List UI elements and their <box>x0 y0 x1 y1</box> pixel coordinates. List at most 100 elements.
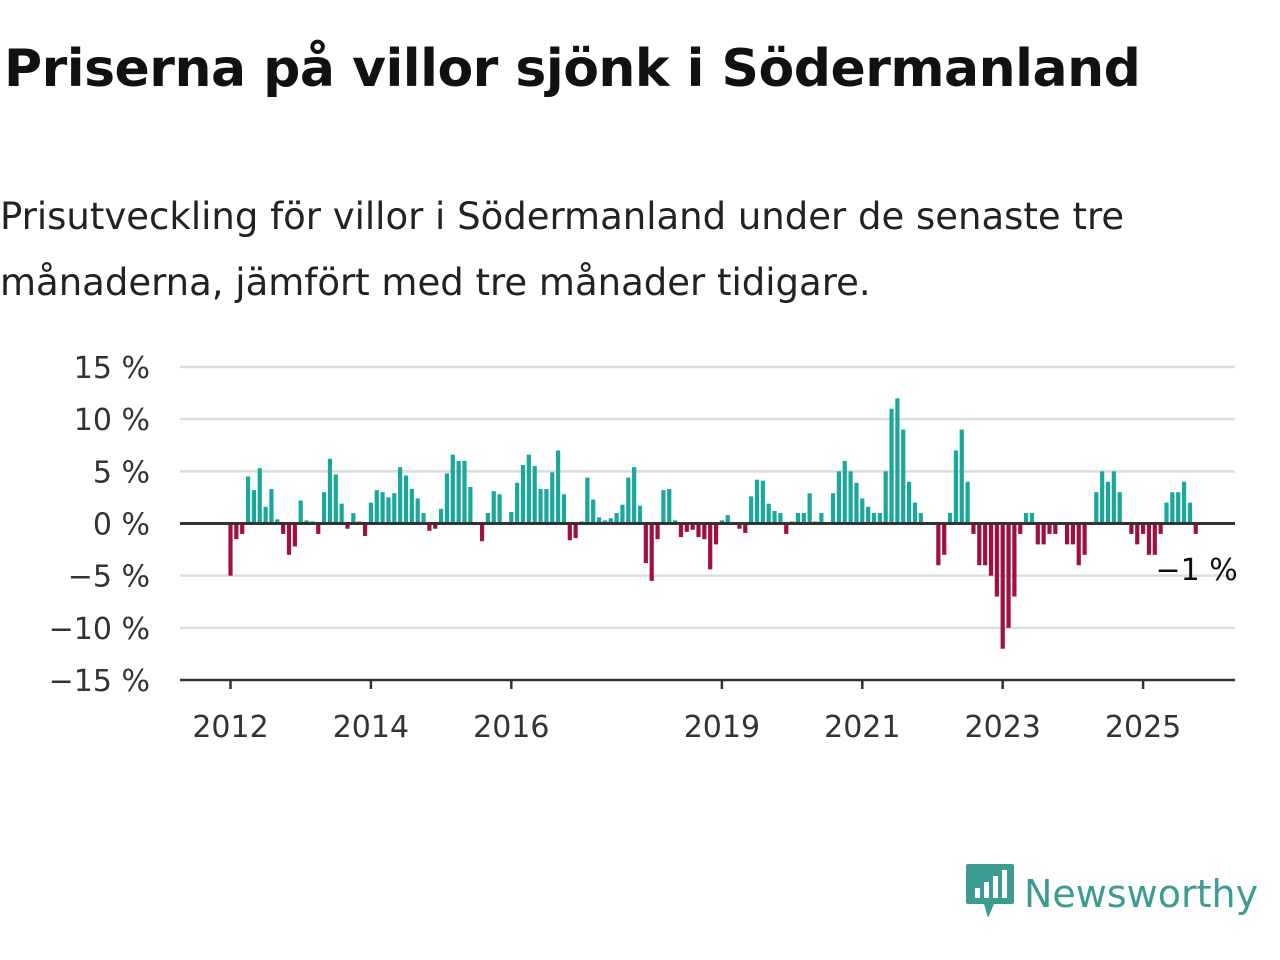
bar <box>795 513 801 524</box>
chart-subtitle: Prisutveckling för villor i Södermanland… <box>0 195 1125 304</box>
bar <box>965 481 970 524</box>
bar <box>866 506 871 524</box>
bar <box>316 523 321 534</box>
bar <box>509 512 514 524</box>
bar <box>1100 471 1105 524</box>
bar <box>772 510 777 524</box>
bar <box>497 494 502 524</box>
x-tick-label: 2012 <box>192 710 268 745</box>
bar <box>526 454 531 524</box>
bar <box>333 474 338 524</box>
bar <box>667 489 672 524</box>
bar <box>1006 523 1011 628</box>
x-tick-label: 2014 <box>333 710 409 745</box>
bar <box>1193 523 1198 534</box>
bar <box>585 477 590 524</box>
bar <box>275 519 280 524</box>
x-tick-label: 2021 <box>824 710 900 745</box>
bar <box>251 490 256 524</box>
bar <box>567 523 572 541</box>
bar <box>327 458 333 524</box>
bar <box>860 498 865 524</box>
bar <box>684 523 689 532</box>
bar <box>561 494 567 524</box>
bar <box>942 523 947 555</box>
newsworthy-brand[interactable]: Newsworthy <box>964 862 1258 926</box>
bar <box>322 492 327 524</box>
bar <box>895 398 900 524</box>
bar <box>889 408 894 524</box>
bar <box>544 489 549 524</box>
bar <box>1111 471 1116 524</box>
bar <box>725 515 730 524</box>
bar <box>386 497 391 524</box>
bar <box>702 523 707 540</box>
y-tick-label: 0 % <box>93 508 150 543</box>
bar <box>263 506 268 524</box>
grid-lines <box>180 365 1235 630</box>
y-tick-label: −5 % <box>68 560 150 595</box>
bar <box>1158 523 1163 534</box>
bar <box>269 489 274 524</box>
bar <box>1170 492 1175 524</box>
bar <box>784 523 789 534</box>
bar <box>848 471 853 524</box>
y-tick-label: −15 % <box>49 664 150 699</box>
bar <box>643 523 648 564</box>
chart-title: Priserna på villor sjönk i Södermanland <box>4 39 1141 99</box>
bar <box>754 479 760 524</box>
bar <box>977 523 982 566</box>
bar <box>1041 523 1046 545</box>
bar <box>1135 523 1140 545</box>
bar <box>1152 523 1157 555</box>
y-tick-label: −10 % <box>49 612 150 647</box>
bar <box>655 523 660 540</box>
bar <box>877 513 882 524</box>
bar <box>257 468 262 524</box>
bar <box>228 523 233 576</box>
bar <box>286 523 292 555</box>
bar <box>743 523 748 533</box>
x-axis-tick-labels: 2012 2014 2016 2019 2021 2023 2025 <box>192 710 1181 745</box>
bar <box>415 498 420 524</box>
bar <box>988 523 994 576</box>
bar <box>719 520 724 524</box>
x-tick-label: 2025 <box>1105 710 1181 745</box>
bar <box>596 517 602 524</box>
bar <box>433 523 438 529</box>
bar <box>918 513 923 524</box>
bar <box>1076 523 1081 566</box>
bar <box>1024 513 1029 524</box>
bar <box>339 503 344 524</box>
bar <box>1035 523 1040 545</box>
bar <box>947 513 953 524</box>
x-tick-label: 2023 <box>965 710 1041 745</box>
bar <box>374 490 379 524</box>
bar <box>450 454 455 524</box>
bar <box>362 523 368 537</box>
bar <box>491 491 496 524</box>
bar <box>1029 513 1035 524</box>
x-tick-label: 2016 <box>473 710 549 745</box>
y-tick-label: 5 % <box>93 455 150 490</box>
bar <box>468 486 473 524</box>
bar <box>556 450 561 524</box>
bar-chart: 15 %10 %5 %0 %−5 %−10 %−15 % 2012 2014 201… <box>49 351 1238 745</box>
bar <box>801 513 806 524</box>
bar <box>883 471 888 524</box>
bar <box>983 523 988 566</box>
bar <box>479 523 485 542</box>
bar <box>1176 492 1181 524</box>
bar <box>1181 481 1187 524</box>
bar <box>836 471 841 524</box>
bar <box>1094 492 1099 524</box>
bar <box>602 520 607 524</box>
bar <box>380 492 385 524</box>
bar <box>632 467 637 524</box>
bar <box>690 523 695 530</box>
bar <box>1105 481 1111 524</box>
bar <box>439 508 444 524</box>
bar <box>936 523 941 566</box>
bar <box>298 500 303 524</box>
bar <box>959 429 964 524</box>
